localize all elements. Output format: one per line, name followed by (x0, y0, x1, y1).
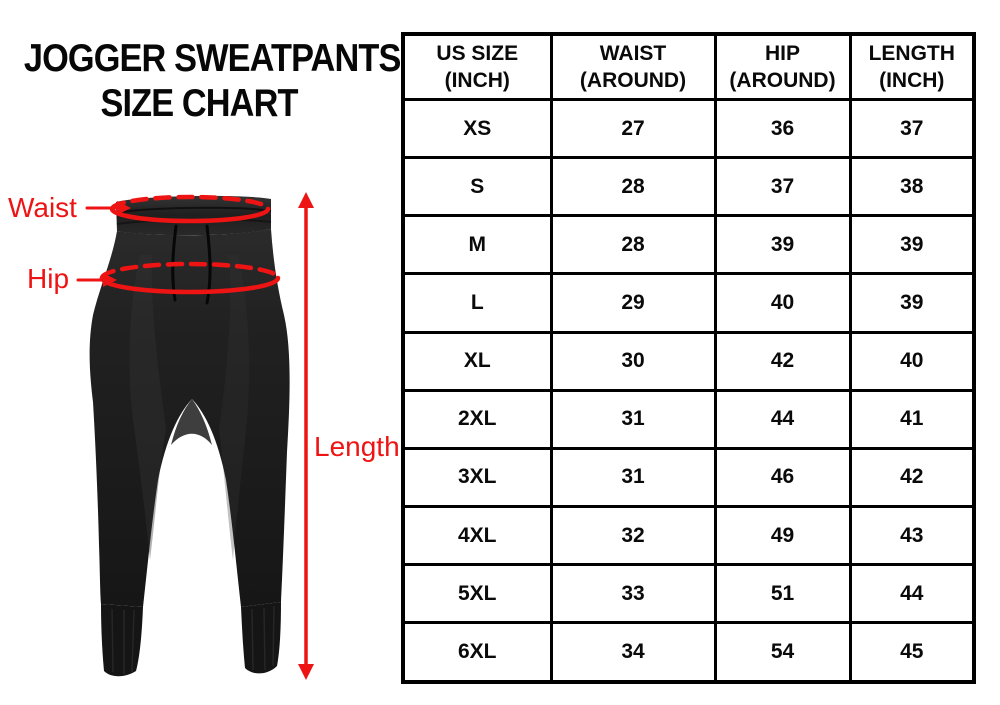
hip-label: Hip (27, 263, 70, 294)
waist-cell: 31 (549, 446, 717, 508)
length-cell: 40 (848, 330, 976, 392)
length-cell: 45 (848, 621, 976, 684)
length-cell: 44 (848, 563, 976, 625)
table-row: 3XL 31 46 42 (401, 446, 976, 508)
length-cell: 41 (848, 388, 976, 450)
length-cell: 43 (848, 504, 976, 567)
waist-arrow (85, 201, 131, 215)
table-row: 4XL 32 49 43 (401, 504, 976, 567)
measurement-annotations (76, 192, 314, 680)
hip-cell: 39 (713, 214, 852, 276)
pants-silhouette (89, 229, 290, 607)
length-cell: 37 (848, 97, 976, 160)
size-table: US SIZE (INCH) WAIST (AROUND) HIP (AROUN… (401, 32, 976, 684)
waist-cell: 30 (549, 330, 717, 392)
hip-cell: 37 (713, 156, 852, 218)
hip-cell: 36 (713, 97, 852, 160)
header-waist: WAIST (AROUND) (549, 32, 717, 101)
size-cell: 5XL (401, 563, 553, 625)
hip-cell: 49 (713, 504, 852, 567)
table-row: XS 27 36 37 (401, 97, 976, 160)
hip-cell: 44 (713, 388, 852, 450)
header-us-size-title: US SIZE (436, 42, 519, 65)
table-row: M 28 39 39 (401, 214, 976, 276)
hip-cell: 42 (713, 330, 852, 392)
size-table-container: US SIZE (INCH) WAIST (AROUND) HIP (AROUN… (401, 32, 976, 684)
header-hip-title: HIP (764, 42, 800, 65)
waist-cell: 33 (549, 563, 717, 625)
header-length-sub: (INCH) (879, 69, 945, 92)
length-cell: 39 (848, 272, 976, 334)
waist-label: Waist (8, 192, 77, 223)
table-row: S 28 37 38 (401, 156, 976, 218)
length-cell: 38 (848, 156, 976, 218)
page-title-line2: SIZE CHART (100, 82, 298, 125)
table-row: XL 30 42 40 (401, 330, 976, 392)
table-row: 6XL 34 54 45 (401, 621, 976, 684)
waist-cell: 34 (549, 621, 717, 684)
size-cell: 2XL (401, 388, 553, 450)
hip-cell: 40 (713, 272, 852, 334)
hip-cell: 54 (713, 621, 852, 684)
header-hip-sub: (AROUND) (729, 69, 836, 92)
pants-cuffs (101, 602, 281, 677)
size-cell: XS (401, 97, 553, 160)
waist-cell: 32 (549, 504, 717, 567)
size-cell: XL (401, 330, 553, 392)
length-cell: 42 (848, 446, 976, 508)
size-cell: S (401, 156, 553, 218)
table-row: 2XL 31 44 41 (401, 388, 976, 450)
size-cell: 6XL (401, 621, 553, 684)
table-row: 5XL 33 51 44 (401, 563, 976, 625)
hip-ellipse (99, 261, 281, 295)
size-cell: L (401, 272, 553, 334)
size-cell: 4XL (401, 504, 553, 567)
header-us-size-sub: (INCH) (444, 69, 510, 92)
length-label: Length (314, 431, 400, 462)
header-length-title: LENGTH (868, 42, 955, 65)
size-cell: M (401, 214, 553, 276)
header-waist-sub: (AROUND) (579, 69, 687, 92)
waist-cell: 28 (549, 156, 717, 218)
page-title-line1: JOGGER SWEATPANTS (23, 37, 401, 80)
waist-cell: 28 (549, 214, 717, 276)
table-row: L 29 40 39 (401, 272, 976, 334)
jogger-pants-image (76, 192, 314, 680)
waist-cell: 29 (549, 272, 717, 334)
page-title: JOGGER SWEATPANTS SIZE CHART (23, 36, 401, 126)
header-waist-title: WAIST (599, 42, 667, 65)
header-hip: HIP (AROUND) (713, 32, 852, 101)
waist-cell: 31 (549, 388, 717, 450)
length-cell: 39 (848, 214, 976, 276)
length-arrow (298, 192, 314, 680)
hip-cell: 46 (713, 446, 852, 508)
header-row: US SIZE (INCH) WAIST (AROUND) HIP (AROUN… (401, 32, 976, 101)
header-us-size: US SIZE (INCH) (401, 32, 553, 101)
hip-cell: 51 (713, 563, 852, 625)
size-cell: 3XL (401, 446, 553, 508)
hip-arrow (76, 273, 117, 287)
header-length: LENGTH (INCH) (848, 32, 976, 101)
waist-cell: 27 (549, 97, 717, 160)
